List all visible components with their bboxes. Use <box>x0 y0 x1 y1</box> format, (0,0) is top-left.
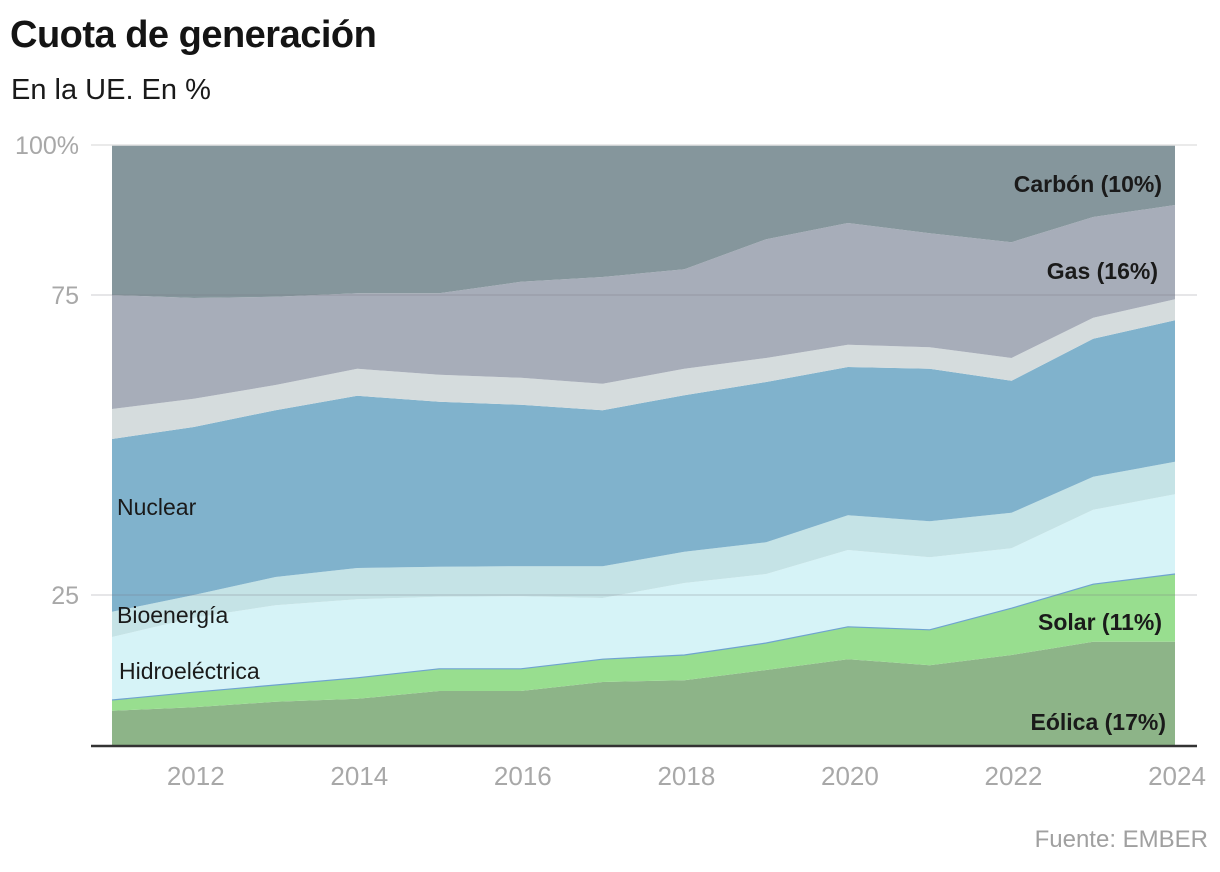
x-axis-ticks: 2012 2014 2016 2018 2020 2022 2024 <box>167 761 1206 791</box>
source-note: Fuente: EMBER <box>1034 826 1208 853</box>
y-tick-label: 75 <box>51 282 79 310</box>
y-tick-label: 100% <box>15 132 79 160</box>
series-labels: Eólica (17%) Solar (11%) Hidroeléctrica Bio… <box>117 171 1166 735</box>
chart-title: Cuota de generación <box>10 14 377 56</box>
x-tick-label: 2022 <box>985 761 1043 791</box>
x-tick-label: 2018 <box>657 761 715 791</box>
series-label-bioenergia: Bioenergía <box>117 602 228 628</box>
area-eolica <box>112 641 1175 745</box>
series-label-nuclear: Nuclear <box>117 494 197 520</box>
series-label-eolica: Eólica (17%) <box>1031 709 1167 735</box>
y-axis-ticks: 100% 75 25 <box>15 132 79 610</box>
area-hidroelectrica <box>112 494 1175 700</box>
area-solar <box>112 574 1175 711</box>
solar-boundary-line <box>111 573 1176 701</box>
area-gas <box>112 205 1175 409</box>
area-bioenergia <box>112 461 1175 637</box>
x-tick-label: 2016 <box>494 761 552 791</box>
series-label-carbon: Carbón (10%) <box>1014 171 1162 197</box>
series-label-hidroelectrica: Hidroeléctrica <box>119 658 260 684</box>
x-tick-label: 2014 <box>330 761 388 791</box>
area-carbon <box>112 145 1175 298</box>
chart-subtitle: En la UE. En % <box>11 74 211 106</box>
x-tick-label: 2012 <box>167 761 225 791</box>
y-tick-label: 25 <box>51 582 79 610</box>
x-tick-label: 2020 <box>821 761 879 791</box>
area-nuclear <box>112 320 1175 612</box>
series-label-solar: Solar (11%) <box>1038 609 1162 635</box>
gridlines <box>91 144 1197 748</box>
x-tick-label: 2024 <box>1148 761 1206 791</box>
area-layers <box>111 145 1176 745</box>
series-label-gas: Gas (16%) <box>1047 258 1158 284</box>
area-otros <box>112 299 1175 439</box>
